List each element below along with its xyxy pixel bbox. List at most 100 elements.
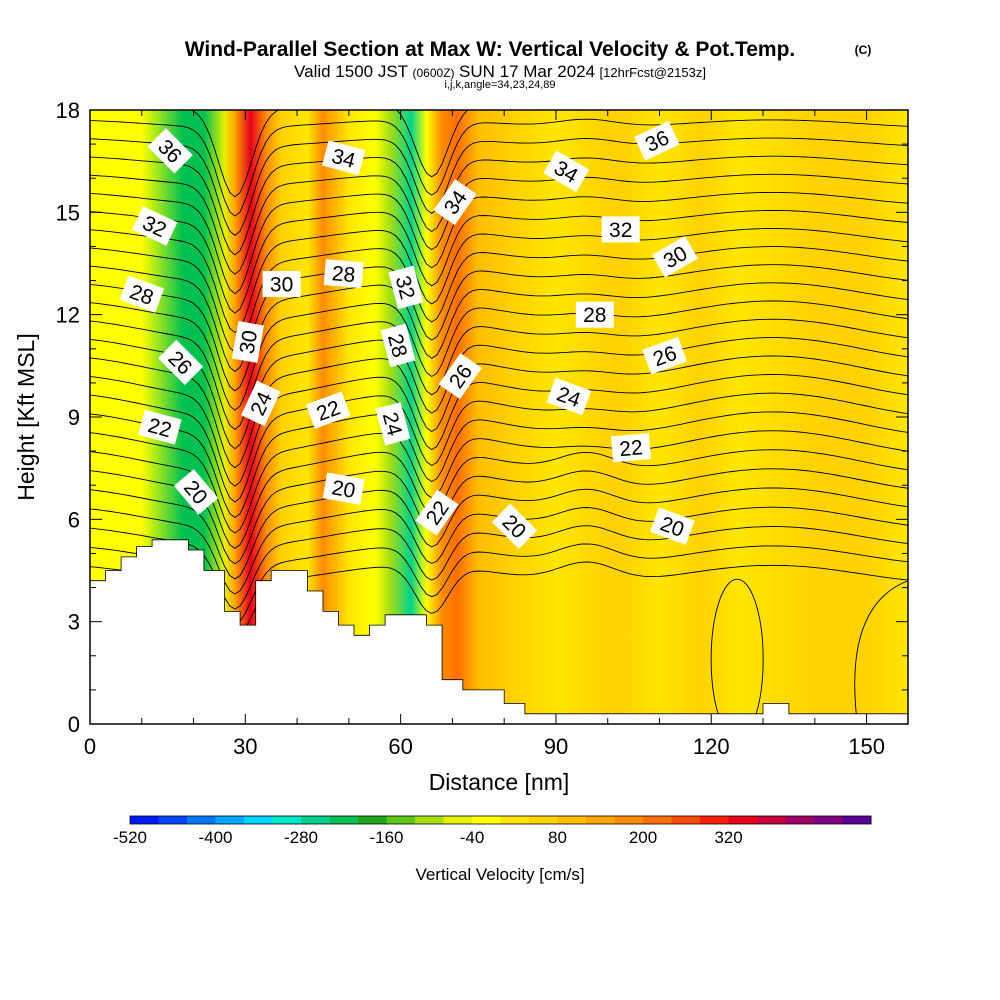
theta-contour-line	[90, 430, 908, 534]
colorbar-swatch	[529, 816, 558, 824]
theta-contour-line	[90, 449, 908, 549]
contour-label: 28	[380, 323, 416, 368]
contour-label-box	[323, 259, 364, 289]
theta-contour-line	[90, 318, 908, 431]
y-tick-label: 6	[68, 507, 80, 532]
theta-contour-line	[90, 300, 908, 411]
x-tick-label: 60	[388, 734, 412, 759]
grid-index-label: i,j,k,angle=34,23,24,89	[444, 79, 555, 91]
y-axis-label: Height [Kft MSL]	[13, 333, 39, 500]
x-axis-label: Distance [nm]	[429, 769, 570, 795]
y-tick-label: 15	[56, 200, 80, 225]
colorbar-swatch	[671, 816, 701, 824]
contour-label-text: 20	[330, 476, 357, 503]
x-tick-label: 120	[693, 734, 730, 759]
theta-contour-line	[90, 118, 908, 217]
contour-label-box	[388, 265, 424, 310]
theta-contour-line	[90, 137, 908, 236]
contour-label: 20	[650, 507, 695, 545]
terrain-mask	[90, 539, 908, 724]
contour-label-box	[173, 469, 219, 515]
contour-label-text: 32	[609, 219, 632, 242]
theta-contours	[90, 110, 908, 724]
contour-label-box	[438, 353, 482, 400]
theta-contour-line	[90, 191, 908, 295]
colorbar-swatch	[187, 816, 216, 824]
colorbar-swatch	[842, 816, 872, 824]
colorbar-frame	[129, 815, 872, 825]
colorbar-swatch	[814, 816, 843, 824]
colorbar: -520 -400 -280 -160 -40 80 200 320	[113, 815, 872, 847]
contour-label: 22	[138, 409, 182, 445]
theta-contour-line	[854, 580, 908, 714]
contour-label-box	[119, 275, 165, 313]
contour-label-box	[131, 206, 178, 246]
contour-label: 32	[601, 216, 640, 243]
colorbar-tick-label: -40	[460, 828, 485, 847]
y-tick-label: 12	[56, 303, 80, 328]
contour-label-box	[634, 120, 680, 161]
contour-label: 30	[262, 271, 301, 297]
colorbar-swatch	[272, 816, 302, 824]
contour-label-box	[650, 507, 695, 545]
colorbar-swatch	[757, 816, 786, 824]
theta-contour-line	[90, 392, 908, 503]
contour-label: 28	[575, 301, 614, 328]
colorbar-swatch	[500, 816, 530, 824]
contour-label-box	[262, 271, 301, 297]
contour-label: 28	[323, 259, 364, 289]
colorbar-swatch	[358, 816, 387, 824]
x-tick-label: 0	[84, 734, 96, 759]
theta-contour-line	[90, 264, 908, 373]
contour-label-text: 30	[270, 274, 293, 297]
contour-label: 20	[491, 503, 538, 549]
colorbar-swatch	[700, 816, 729, 824]
contour-label-box	[610, 433, 652, 463]
contour-label-box	[231, 321, 265, 363]
colorbar-swatch	[415, 816, 444, 824]
contour-label-box	[433, 179, 477, 226]
contour-label: 22	[305, 391, 351, 429]
colorbar-swatch	[158, 816, 188, 824]
x-tick-label: 30	[233, 734, 257, 759]
y-tick-label: 18	[56, 98, 80, 123]
colorbar-tick-label: 320	[714, 828, 742, 847]
theta-contour-line	[90, 355, 908, 469]
contour-label: 24	[375, 402, 411, 446]
contour-label-text: 28	[583, 304, 606, 327]
colorbar-swatch	[586, 816, 615, 824]
contour-label: 26	[642, 336, 688, 375]
chart-title: Wind-Parallel Section at Max W: Vertical…	[185, 38, 796, 61]
y-tick-label: 9	[68, 405, 80, 430]
contour-label-box	[321, 140, 366, 176]
colorbar-swatch	[329, 816, 359, 824]
colorbar-tick-label: -160	[369, 828, 403, 847]
colorbar-swatch	[244, 816, 273, 824]
theta-contour-line	[190, 110, 469, 198]
contour-label-box	[543, 150, 590, 193]
theta-contour-line	[90, 228, 908, 334]
colorbar-swatch	[728, 816, 758, 824]
theta-contour-line	[90, 411, 908, 519]
contour-label-box	[652, 235, 698, 278]
contour-label-box	[415, 489, 459, 536]
y-axis-ticks: 0 3 6 9 12 15 18	[56, 98, 908, 737]
contour-label-box	[138, 409, 182, 445]
theta-contour-line	[90, 468, 908, 565]
copyright-mark: (C)	[855, 43, 872, 57]
theta-contour-line	[90, 173, 908, 275]
colorbar-swatch	[643, 816, 672, 824]
colorbar-swatch	[215, 816, 245, 824]
x-tick-label: 90	[544, 734, 568, 759]
contour-label-box	[157, 339, 204, 386]
contour-label-box	[375, 402, 411, 446]
contour-label-text: 22	[618, 436, 643, 461]
colorbar-swatch	[557, 816, 587, 824]
colorbar-tick-label: 80	[548, 828, 567, 847]
contour-label: 30	[231, 321, 265, 363]
colorbar-tick-label: -520	[113, 828, 147, 847]
contour-label-text: 28	[331, 262, 356, 287]
contour-label-box	[322, 472, 365, 505]
